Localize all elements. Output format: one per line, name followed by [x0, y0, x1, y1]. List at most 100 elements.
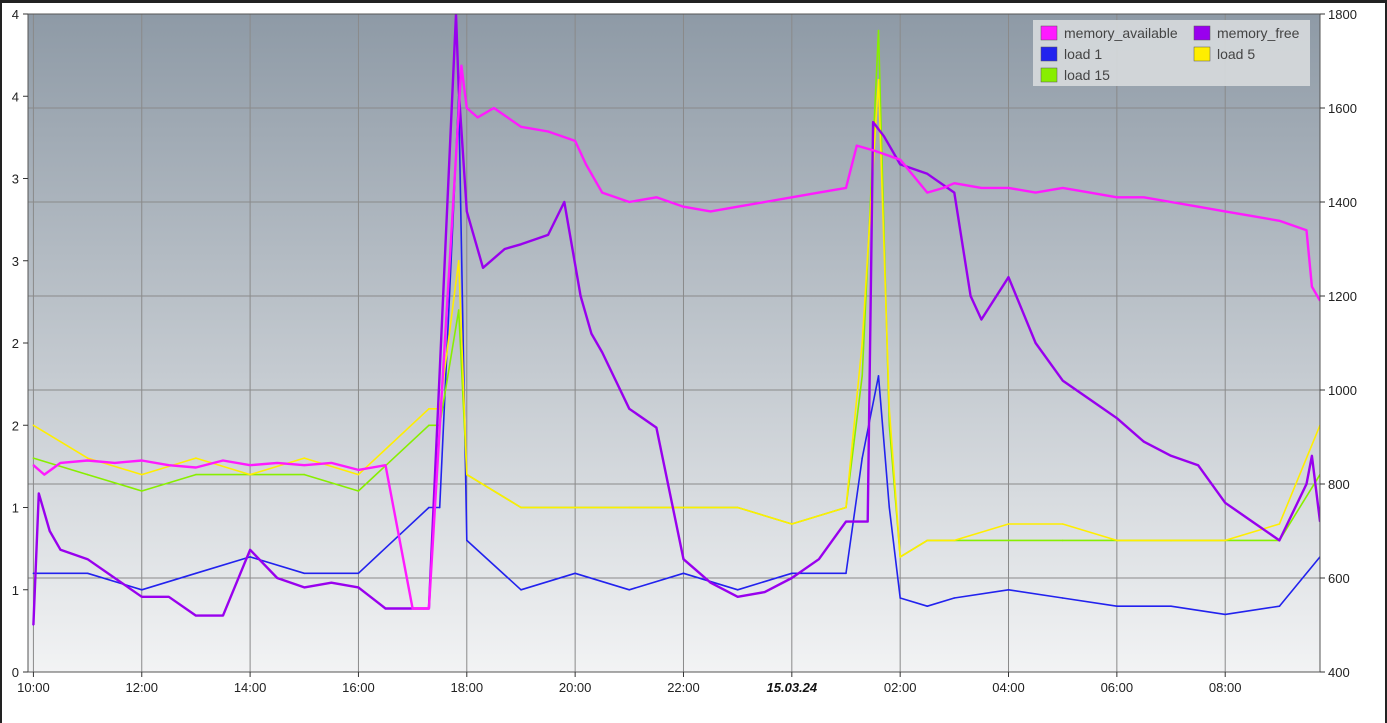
point-load-5: [888, 408, 891, 410]
point-load-1: [877, 375, 880, 377]
point-load-5: [574, 506, 576, 509]
point-memory-free: [655, 426, 658, 429]
y-right-tick-label: 1400: [1328, 195, 1357, 210]
point-load-5: [520, 506, 522, 509]
point-memory-free: [466, 210, 468, 213]
point-load-5: [86, 457, 89, 459]
y-right-tick-label: 800: [1328, 477, 1350, 492]
point-load-5: [1170, 539, 1172, 542]
point-memory-free: [1305, 483, 1308, 485]
point-memory-available: [682, 205, 685, 208]
point-memory-available: [141, 459, 143, 462]
point-memory-free: [1089, 398, 1091, 401]
legend-swatch-load-5: [1193, 46, 1211, 62]
point-memory-available: [276, 462, 279, 464]
point-memory-available: [709, 210, 712, 213]
plot-area: [28, 14, 1320, 672]
point-memory-available: [1224, 210, 1226, 213]
point-memory-available: [818, 191, 820, 194]
point-memory-free: [249, 549, 251, 551]
point-load-1: [32, 572, 35, 575]
point-memory-free: [872, 121, 874, 123]
x-tick-label: 16:00: [342, 680, 375, 695]
point-load-1: [466, 539, 468, 542]
point-memory-available: [493, 107, 495, 109]
point-memory-available: [1143, 196, 1145, 199]
point-load-1: [357, 572, 360, 575]
point-load-15: [1061, 539, 1064, 542]
point-memory-available: [1034, 191, 1037, 194]
point-load-15: [428, 424, 430, 427]
legend[interactable]: memory_available memory_free load 1 load…: [1033, 20, 1310, 86]
point-memory-available: [736, 205, 739, 208]
y-right-tick-label: 1000: [1328, 383, 1357, 398]
point-load-15: [877, 29, 880, 32]
point-memory-free: [482, 267, 484, 269]
point-load-5: [926, 539, 929, 542]
point-memory-available: [926, 191, 929, 194]
point-memory-available: [195, 466, 197, 469]
point-load-5: [877, 79, 880, 81]
point-memory-free: [330, 581, 333, 584]
legend-swatch-memory-available: [1040, 25, 1058, 41]
point-memory-free: [1278, 539, 1281, 542]
point-memory-free: [1007, 276, 1010, 279]
point-load-1: [926, 605, 929, 607]
y-right-tick-label: 1200: [1328, 289, 1357, 304]
point-load-5: [845, 506, 847, 509]
point-load-15: [86, 473, 89, 476]
point-memory-available: [1007, 187, 1010, 189]
y-left-tick-label: 4: [12, 89, 19, 104]
point-memory-available: [303, 464, 306, 467]
point-memory-free: [59, 549, 62, 551]
y-left-tick-label: 1: [12, 583, 19, 598]
point-memory-free: [1061, 379, 1064, 382]
point-load-5: [861, 342, 863, 344]
y-left-tick-label: 4: [12, 7, 19, 22]
point-memory-available: [547, 130, 549, 133]
point-load-1: [195, 572, 197, 575]
point-memory-available: [1170, 201, 1172, 203]
legend-box: [1033, 20, 1310, 86]
point-memory-available: [872, 149, 874, 152]
point-load-1: [1170, 605, 1172, 607]
point-memory-available: [942, 187, 945, 189]
point-load-1: [520, 589, 522, 591]
legend-label-load-5[interactable]: load 5: [1217, 46, 1255, 62]
point-memory-free: [48, 530, 51, 532]
point-memory-free: [1170, 455, 1172, 457]
point-memory-available: [222, 459, 224, 462]
point-memory-available: [113, 462, 116, 464]
point-memory-available: [856, 144, 858, 147]
point-load-5: [457, 260, 460, 262]
point-memory-available: [763, 201, 766, 203]
point-load-5: [1007, 523, 1010, 525]
legend-label-load-1[interactable]: load 1: [1064, 46, 1102, 62]
point-memory-available: [899, 158, 901, 161]
point-load-5: [141, 473, 143, 476]
point-memory-free: [980, 318, 983, 321]
point-load-5: [195, 457, 197, 459]
point-load-5: [466, 473, 468, 476]
point-memory-available: [628, 201, 631, 203]
point-load-5: [1278, 523, 1281, 525]
y-right-tick-label: 600: [1328, 571, 1350, 586]
point-load-1: [682, 572, 685, 575]
point-memory-free: [763, 591, 766, 593]
point-memory-free: [38, 492, 40, 495]
legend-label-load-15[interactable]: load 15: [1064, 67, 1110, 83]
point-memory-free: [1251, 520, 1254, 523]
point-load-1: [1116, 605, 1118, 607]
legend-label-memory-available[interactable]: memory_available: [1064, 25, 1178, 41]
point-memory-free: [883, 135, 885, 137]
point-memory-free: [32, 624, 35, 626]
legend-label-memory-free[interactable]: memory_free: [1217, 25, 1300, 41]
point-memory-free: [899, 163, 901, 166]
point-load-5: [1116, 539, 1118, 542]
point-memory-free: [303, 586, 306, 589]
point-load-5: [736, 506, 739, 509]
point-memory-available: [86, 459, 89, 462]
series-line-memory-free: [32, 14, 1320, 626]
point-load-1: [899, 597, 901, 599]
point-memory-free: [1311, 455, 1313, 457]
